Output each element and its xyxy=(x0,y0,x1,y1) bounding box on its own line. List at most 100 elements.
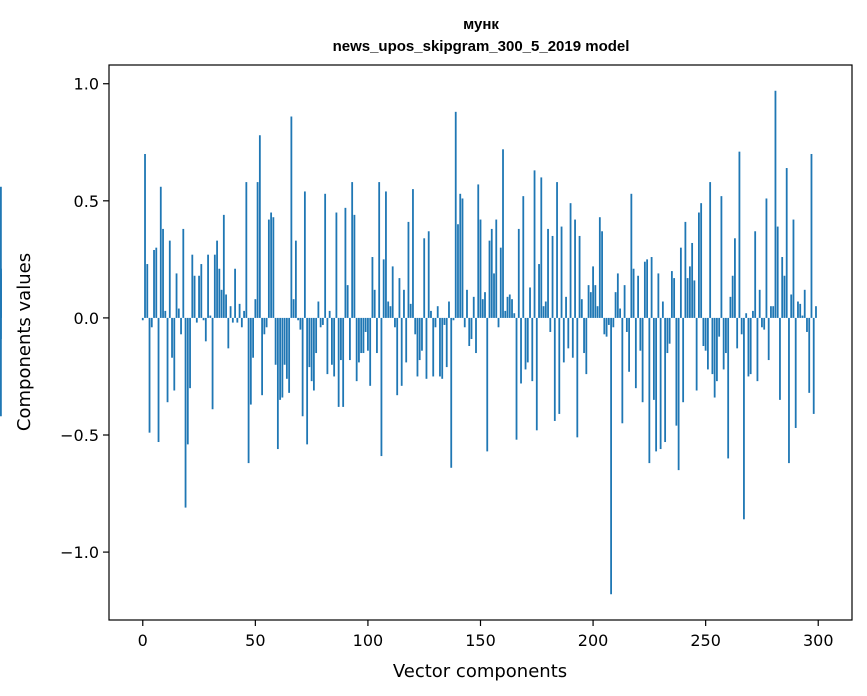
bar-78 xyxy=(317,301,320,318)
bar-293 xyxy=(801,315,804,318)
bar-256 xyxy=(718,317,721,337)
bar-183 xyxy=(553,317,556,421)
bar-64 xyxy=(285,317,288,379)
bar-0 xyxy=(141,317,144,321)
bar-48 xyxy=(249,317,252,405)
bar-273 xyxy=(756,317,759,382)
bar-252 xyxy=(709,182,712,318)
bar-143 xyxy=(463,317,466,328)
bar-51 xyxy=(256,182,259,318)
bar-25 xyxy=(198,275,200,318)
bar-174 xyxy=(533,170,536,318)
bar-59 xyxy=(274,317,277,365)
bar-151 xyxy=(481,299,484,318)
bar-128 xyxy=(430,310,432,318)
bar-90 xyxy=(344,207,347,318)
bar-211 xyxy=(616,273,619,318)
bar-161 xyxy=(504,310,507,318)
bar-102 xyxy=(371,257,374,318)
bar-13 xyxy=(171,317,173,358)
bar-187 xyxy=(562,317,565,363)
bar-250 xyxy=(704,317,707,351)
bar-110 xyxy=(389,306,392,318)
bar-295 xyxy=(806,317,808,332)
bar-216 xyxy=(628,317,630,372)
bar-232 xyxy=(664,317,667,443)
bar-278 xyxy=(767,317,770,361)
bar-127 xyxy=(427,231,430,318)
bar-244 xyxy=(691,242,694,318)
bar-93 xyxy=(351,182,354,318)
bar-18 xyxy=(182,228,185,318)
bar-71 xyxy=(301,317,304,417)
x-axis-ticks: 0 50 100 150 200 250 300 xyxy=(138,620,834,650)
bar-223 xyxy=(643,261,646,318)
bar-125 xyxy=(423,238,426,318)
bar-150 xyxy=(479,219,482,318)
bar-226 xyxy=(650,257,653,318)
bar-140 xyxy=(457,224,459,318)
bar-145 xyxy=(468,317,471,347)
bar-70 xyxy=(299,317,302,330)
bar-286 xyxy=(785,168,788,318)
bar-68 xyxy=(294,240,297,318)
bar-253 xyxy=(711,317,714,375)
bar-221 xyxy=(639,317,642,351)
bar-107 xyxy=(382,259,385,318)
bar-42 xyxy=(236,317,239,323)
bar-207 xyxy=(607,317,610,325)
bar-30 xyxy=(209,315,212,318)
x-tick-label-0: 0 xyxy=(138,631,148,650)
bar-88 xyxy=(340,317,342,361)
bar-280 xyxy=(772,306,775,318)
bar-227 xyxy=(652,317,655,400)
bar-89 xyxy=(342,317,345,407)
bar-98 xyxy=(362,317,365,354)
bar-290 xyxy=(794,317,797,428)
bar-172 xyxy=(529,287,531,318)
bar-205 xyxy=(603,317,606,335)
bar-120 xyxy=(412,189,414,318)
bar-12 xyxy=(168,240,171,318)
bar-233 xyxy=(666,317,669,354)
bar-203 xyxy=(598,217,601,318)
bar-47 xyxy=(247,317,250,464)
bar-60 xyxy=(276,317,279,450)
bar-1 xyxy=(144,153,146,318)
bar-109 xyxy=(387,301,390,318)
bar-54 xyxy=(263,317,266,335)
bar-283 xyxy=(779,317,781,400)
bar-284 xyxy=(781,257,784,318)
bar-158 xyxy=(497,317,500,328)
bar-6 xyxy=(155,247,158,318)
bar-15 xyxy=(175,273,178,318)
bar-176 xyxy=(538,264,540,318)
bar-139 xyxy=(454,111,457,318)
bar-200 xyxy=(592,266,594,318)
bar-43 xyxy=(238,303,241,318)
bar-2 xyxy=(146,264,149,318)
bar-196 xyxy=(583,317,585,354)
bar-204 xyxy=(601,231,603,318)
bar-238 xyxy=(677,317,680,471)
bar-39 xyxy=(229,306,232,318)
bar-undefined xyxy=(0,186,2,318)
bar-178 xyxy=(542,306,545,318)
bar-255 xyxy=(716,317,718,382)
bar-272 xyxy=(754,231,757,318)
bar-197 xyxy=(585,317,588,375)
bar-75 xyxy=(310,317,313,382)
bar-160 xyxy=(502,149,504,318)
plot-frame xyxy=(108,64,853,621)
bar-264 xyxy=(736,317,739,349)
bar-144 xyxy=(466,289,468,318)
bar-294 xyxy=(803,289,806,318)
bar-153 xyxy=(486,317,489,452)
bar-76 xyxy=(312,317,315,391)
bar-21 xyxy=(189,317,191,389)
bar-84 xyxy=(331,317,333,365)
bar-246 xyxy=(695,317,698,391)
bar-209 xyxy=(612,317,615,328)
bar-251 xyxy=(707,317,709,370)
bar-239 xyxy=(679,247,682,318)
